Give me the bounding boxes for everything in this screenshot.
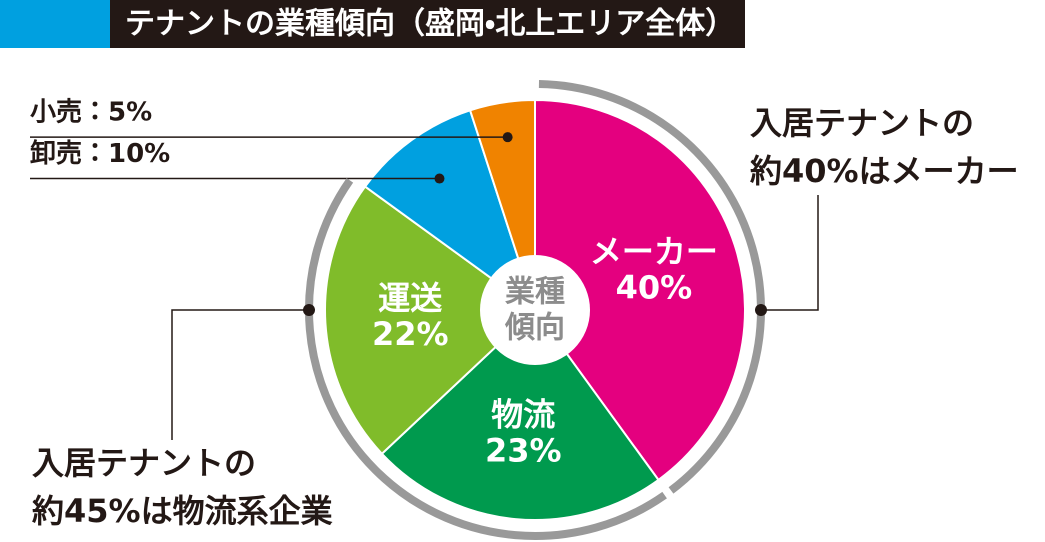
slice-value: 23% — [485, 431, 562, 469]
annotation-dot — [755, 304, 767, 316]
pie-slice — [534, 98, 746, 482]
annotation-line — [761, 195, 819, 311]
title-bar — [110, 0, 745, 48]
annotation: 約40%はメーカー — [750, 152, 1019, 190]
slice-name: 運送 — [378, 279, 442, 317]
annotation-line — [171, 309, 309, 440]
center-label: 傾向 — [504, 311, 565, 346]
center-label: 業種 — [505, 275, 565, 310]
group-arc — [538, 80, 765, 494]
pie-slice — [363, 109, 537, 313]
center-hole — [480, 255, 590, 365]
pie-slice — [324, 185, 537, 456]
title-accent — [0, 0, 110, 48]
slice-value: 40% — [616, 268, 693, 306]
annotation: 約45%は物流系企業 — [32, 492, 333, 530]
annotation-dot — [303, 304, 315, 316]
slice-name: メーカー — [590, 232, 718, 270]
outside-label: 小売：5% — [30, 98, 152, 128]
leader-dot — [434, 173, 445, 184]
annotation: 入居テナントの — [750, 104, 974, 142]
annotation: 入居テナントの — [32, 444, 256, 482]
slice-value: 22% — [372, 315, 449, 353]
group-arc — [305, 178, 667, 540]
chart-title: テナントの業種傾向（盛岡・北上エリア全体） — [125, 7, 735, 42]
pie-slice — [380, 308, 660, 521]
leader-dot — [502, 132, 513, 143]
outside-label: 卸売：10% — [30, 138, 170, 169]
slice-name: 物流 — [491, 395, 555, 433]
